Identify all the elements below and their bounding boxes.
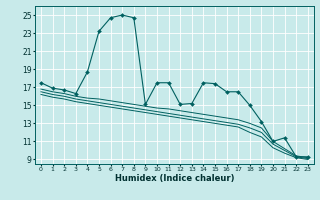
X-axis label: Humidex (Indice chaleur): Humidex (Indice chaleur) bbox=[115, 174, 234, 183]
